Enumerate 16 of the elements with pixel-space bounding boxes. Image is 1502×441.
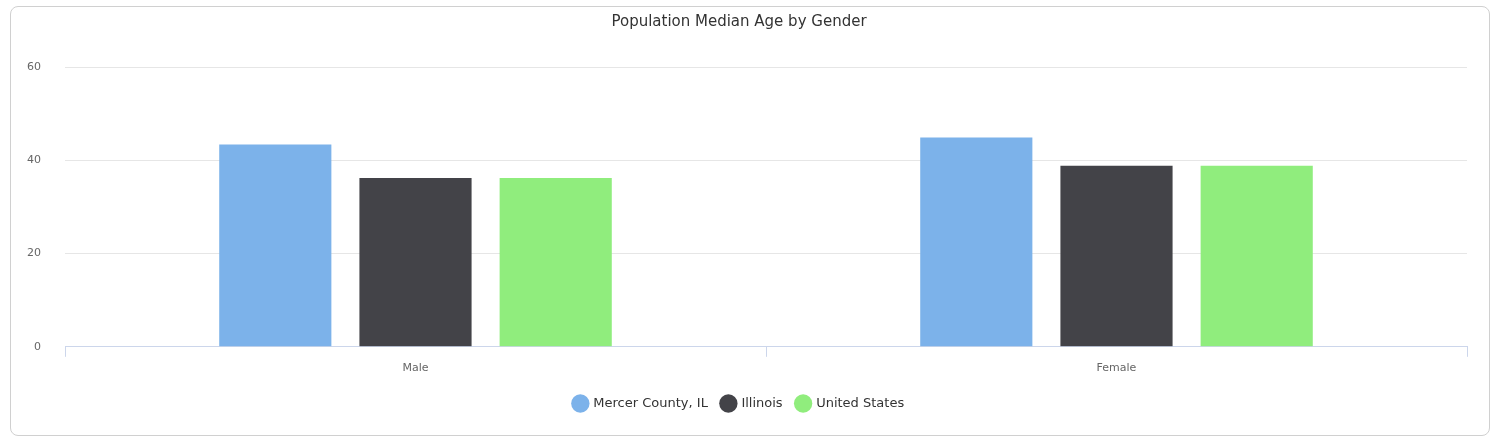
y-tick-label: 40 [27, 153, 41, 167]
y-tick-label: 0 [34, 339, 41, 353]
legend-label: Mercer County, IL [593, 394, 709, 410]
legend-label: Illinois [741, 394, 783, 410]
y-tick-label: 20 [27, 246, 41, 260]
bar [359, 177, 472, 347]
chart-title: Population Median Age by Gender [611, 11, 868, 30]
bar [1200, 165, 1313, 347]
bar [1060, 165, 1173, 347]
bar [219, 144, 332, 347]
y-tick-label: 60 [27, 59, 41, 73]
bar [499, 177, 612, 347]
x-tick-label: Female [1096, 361, 1137, 375]
x-tick-label: Male [402, 361, 429, 375]
legend-label: United States [816, 394, 905, 410]
bar [920, 137, 1033, 347]
